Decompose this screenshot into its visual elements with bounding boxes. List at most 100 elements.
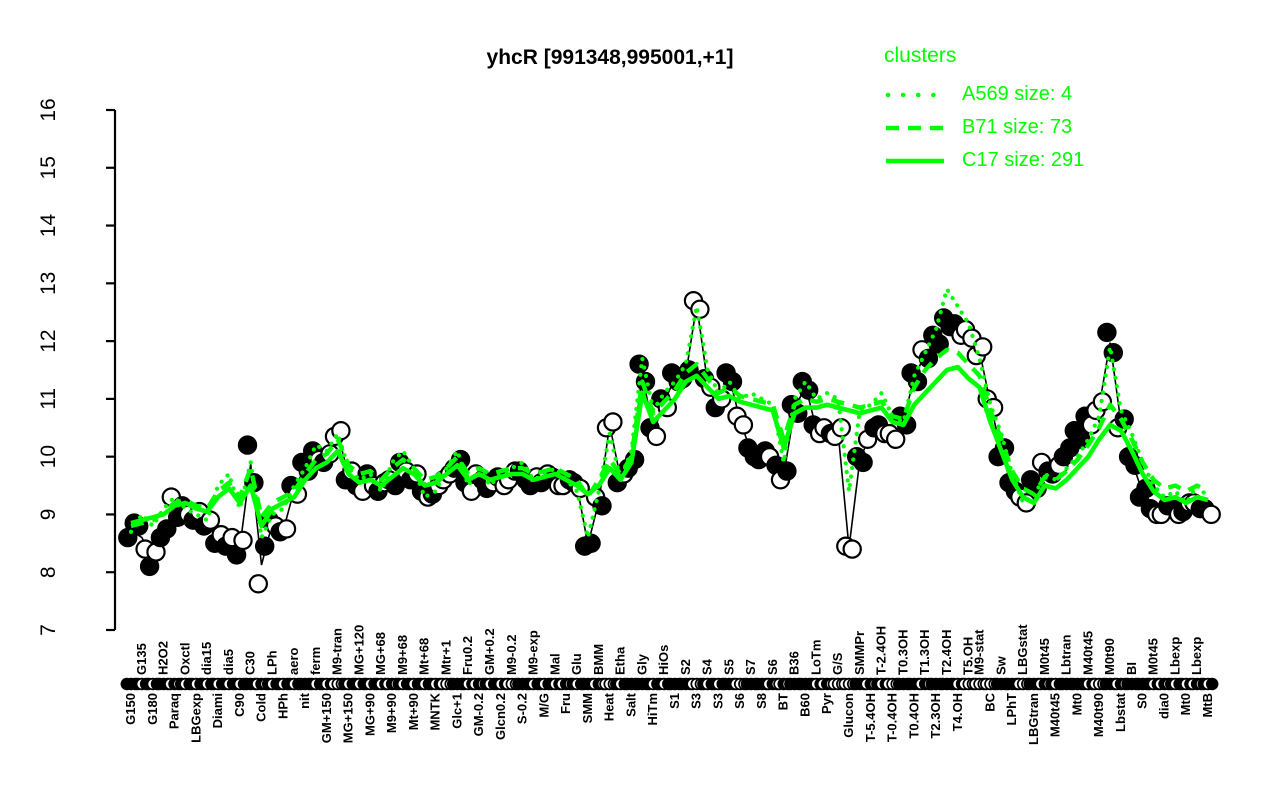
condition-label: M9-tran	[330, 628, 345, 675]
condition-label: S7	[743, 659, 758, 675]
legend-entry-label: A569 size: 4	[962, 83, 1073, 105]
legend-entry-c17: C17 size: 291	[884, 144, 1084, 177]
filled-point	[853, 452, 873, 473]
open-point	[233, 530, 253, 551]
condition-label: M0t45	[1146, 638, 1161, 675]
condition-label: LPhT	[1004, 693, 1019, 726]
condition-label: M9+68	[395, 635, 410, 675]
condition-label: dia0	[1157, 693, 1172, 719]
open-point	[646, 426, 667, 447]
condition-label: Heat	[602, 692, 617, 721]
y-tick-label: 10	[37, 445, 60, 468]
condition-label: S1	[667, 693, 682, 709]
filled-point	[581, 533, 601, 554]
condition-label: S5	[721, 659, 736, 675]
condition-label: T5.OH	[961, 637, 976, 675]
condition-label: MG+120	[352, 625, 367, 675]
condition-label: Diami	[210, 693, 225, 728]
condition-label: M9-0.2	[504, 635, 519, 675]
filled-point	[629, 354, 649, 374]
condition-label: S0	[1135, 693, 1150, 709]
condition-label: BI	[1124, 662, 1139, 675]
y-tick-label: 16	[37, 98, 60, 121]
condition-labels: G150 G135 G180 H2O2 Paraq Oxctl LBGexp dia15 Dia…	[123, 624, 1215, 745]
condition-label: M/G	[536, 693, 551, 718]
legend-entry-a569: A569 size: 4	[884, 78, 1084, 111]
open-point	[1201, 504, 1221, 525]
condition-label: Mt+90	[406, 693, 421, 730]
condition-label: HiOs	[656, 645, 671, 675]
condition-label: MG+68	[373, 632, 388, 675]
condition-label: LoTm	[808, 640, 823, 675]
condition-label: Fru	[558, 693, 573, 714]
condition-label: Glcn0.2	[493, 693, 508, 740]
condition-label: Pyr	[819, 693, 834, 714]
y-tick-label: 9	[37, 509, 60, 521]
condition-label: LBGstat	[1015, 624, 1030, 675]
condition-label: GM+150	[319, 693, 334, 743]
condition-label: Glu	[569, 653, 584, 675]
condition-label: SMMPr	[852, 631, 867, 675]
condition-label: nit	[297, 692, 312, 709]
filled-point	[777, 461, 797, 481]
y-tick-label: 15	[37, 156, 60, 179]
condition-label: S8	[754, 693, 769, 709]
y-tick-label: 7	[37, 624, 60, 636]
condition-label: T0.3OH	[895, 629, 910, 675]
y-tick-label: 14	[37, 214, 60, 238]
condition-label: Lbtran	[1059, 635, 1074, 676]
dashed-line-icon	[886, 125, 944, 130]
condition-label: dia15	[199, 642, 214, 675]
condition-label: Mt0	[1178, 693, 1193, 715]
condition-label: Oxctl	[177, 642, 192, 675]
condition-label: MNTK	[428, 692, 443, 730]
condition-label: SMM	[580, 693, 595, 723]
condition-label: T-2.4OH	[874, 626, 889, 675]
condition-label: C30	[243, 651, 258, 675]
condition-label: ferm	[308, 647, 323, 675]
legend-title: clusters	[884, 44, 957, 67]
condition-label: Mal	[547, 653, 562, 675]
condition-label: GM-0.2	[471, 693, 486, 736]
open-point	[842, 539, 862, 559]
condition-label: T0.4OH	[906, 693, 921, 739]
condition-label: Mt+68	[417, 638, 432, 675]
condition-label: Lbstat	[1113, 692, 1128, 732]
cluster-line-dotted	[128, 287, 1211, 540]
filled-point	[1097, 322, 1117, 343]
replicate-points	[118, 291, 1221, 594]
condition-label: S-0.2	[515, 693, 530, 724]
condition-label: T2.3OH	[928, 693, 943, 739]
y-axis: 7 8 9 10 11 12 13 14 15 16	[37, 98, 117, 636]
condition-label: Lbexp	[1189, 637, 1204, 675]
condition-label: dia5	[221, 649, 236, 675]
condition-label: M40t45	[1080, 631, 1095, 675]
open-point	[733, 415, 754, 435]
condition-label: M0t45	[1037, 638, 1052, 675]
condition-label: M40t90	[1091, 693, 1106, 737]
condition-label: G180	[145, 693, 160, 725]
open-point	[886, 429, 906, 449]
condition-label: Glucon	[841, 693, 856, 738]
condition-label: C90	[232, 693, 247, 717]
y-tick-label: 13	[37, 272, 60, 295]
y-tick-label: 8	[37, 566, 60, 578]
condition-label: M9-stat	[972, 629, 987, 675]
condition-label: GM+0.2	[482, 628, 497, 675]
condition-label: S3	[711, 693, 726, 709]
condition-label: Sw	[993, 655, 1008, 675]
plot-title: yhcR [991348,995001,+1]	[486, 46, 734, 69]
condition-label: LPh	[264, 650, 279, 675]
condition-label: G/S	[830, 652, 845, 675]
cluster-line-dashed	[130, 347, 1210, 529]
filled-point	[157, 519, 177, 539]
condition-label: Paraq	[167, 693, 182, 729]
condition-label: HPh	[275, 693, 290, 719]
condition-label: S6	[732, 693, 747, 709]
legend-entry-label: C17 size: 291	[962, 149, 1085, 171]
condition-label: H2O2	[156, 641, 171, 675]
condition-label: T1.3OH	[917, 629, 932, 675]
condition-label: Lbexp	[1167, 637, 1182, 675]
